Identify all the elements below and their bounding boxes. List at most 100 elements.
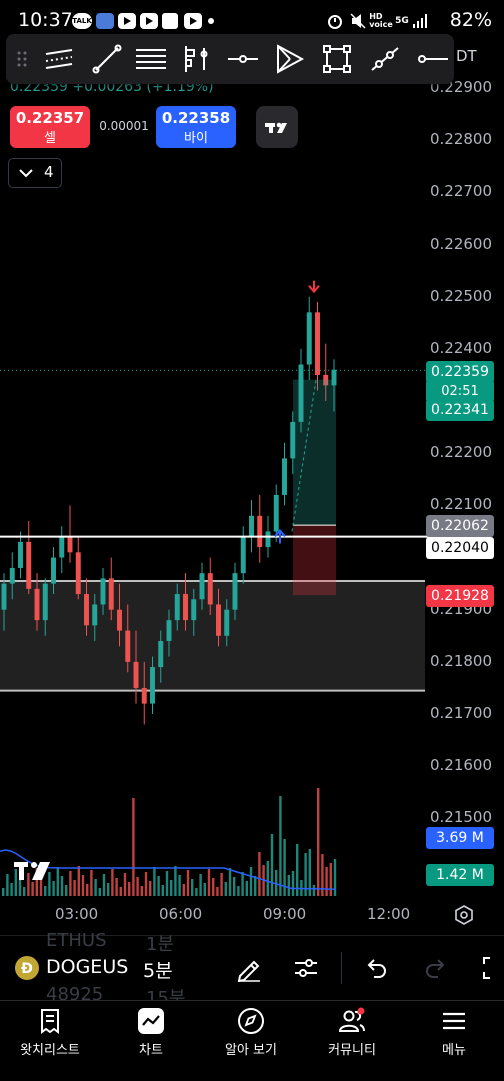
volume-bar [98, 888, 101, 896]
symbol-button[interactable]: DOGEUS [46, 956, 129, 978]
buy-label: 바이 [184, 130, 208, 146]
price-axis-label: 0.21500 [429, 808, 492, 827]
status-time: 10:37 [18, 9, 73, 31]
volume-bar [153, 867, 156, 896]
interval-button[interactable]: 5분 [143, 960, 173, 982]
candle-body [133, 661, 139, 688]
nav-explore[interactable]: 알아 보기 [201, 1001, 301, 1081]
sell-price: 0.22357 [15, 108, 85, 127]
candle-body [298, 364, 304, 422]
undo-icon[interactable] [364, 956, 388, 980]
volume-bar [35, 868, 38, 896]
fib-retracement-tool-icon[interactable] [134, 42, 168, 76]
long-position-tool-icon[interactable] [178, 42, 212, 76]
price-axis-label: 0.21600 [429, 756, 492, 775]
volume-bar [291, 871, 295, 896]
candle-body [174, 594, 180, 621]
volume-bar [296, 844, 299, 896]
horizontal-ray-tool-icon[interactable] [414, 42, 448, 76]
candle-body [216, 604, 221, 636]
rectangle-tool-icon[interactable] [320, 42, 354, 76]
redo-icon[interactable] [424, 956, 448, 980]
ray-tool-icon[interactable] [368, 42, 402, 76]
buy-button[interactable]: 0.22358 바이 [156, 106, 236, 148]
price-axis-label: 0.22500 [429, 286, 492, 305]
candle-body [257, 515, 263, 548]
bottom-navigation: 왓치리스트 차트 알아 보기 커뮤니티 메뉴 [0, 1000, 504, 1081]
candle-body [59, 536, 65, 558]
ghost-symbol: 48925 [46, 984, 104, 1005]
volume-bar [325, 867, 328, 896]
gallery-icon [162, 13, 178, 29]
horizontal-line-tool-icon[interactable] [226, 42, 260, 76]
tradingview-logo-icon [265, 122, 287, 133]
volume-bar [254, 876, 257, 896]
fullscreen-icon[interactable] [480, 954, 504, 982]
candle-body [183, 594, 188, 621]
volume-ma-tag: 3.69 M [426, 827, 494, 849]
price-chart[interactable] [0, 86, 430, 901]
volume-bar [81, 875, 85, 896]
volume-bar [90, 870, 93, 896]
volume-bar [86, 884, 89, 896]
volume-bar [279, 796, 282, 896]
volume-bar [14, 869, 17, 896]
youtube-icon [118, 13, 136, 29]
buy-signal-arrow-icon [274, 528, 286, 544]
volume-bar [111, 869, 114, 896]
volume-bar [6, 874, 9, 896]
volume-bar [283, 839, 286, 896]
volume-bar [304, 853, 307, 896]
nav-community[interactable]: 커뮤니티 [302, 1001, 402, 1081]
nav-watchlist[interactable]: 왓치리스트 [0, 1001, 100, 1081]
network-5g-indicator: 5G [395, 16, 409, 26]
volume-bar [212, 878, 215, 896]
nav-chart[interactable]: 차트 [101, 1001, 201, 1081]
candle-body [306, 312, 312, 365]
candle-body [34, 588, 40, 621]
volume-bar [149, 881, 152, 896]
position-profit-area [293, 379, 336, 526]
price-axis-label: 0.22600 [429, 234, 492, 253]
volume-bar [233, 877, 236, 896]
nav-chart-label: 차트 [139, 1043, 163, 1058]
volume-bar [73, 880, 76, 896]
candle-body [75, 552, 81, 595]
volume-bar [249, 867, 253, 896]
tradingview-watermark-icon [14, 862, 50, 880]
sell-button[interactable]: 0.22357 셀 [10, 106, 90, 148]
candle-body [117, 609, 122, 631]
pitchfork-tool-icon[interactable] [272, 42, 306, 76]
candle-body [273, 494, 279, 532]
community-icon [338, 1007, 365, 1032]
volume-bar [207, 869, 211, 896]
tradingview-logo-button[interactable] [256, 106, 298, 148]
volume-bar [65, 885, 68, 896]
indicator-settings-icon[interactable] [292, 954, 320, 982]
volume-bar [186, 870, 190, 896]
pencil-drawing-icon[interactable] [234, 954, 262, 982]
volume-bar [115, 878, 118, 896]
trend-line-tool-icon[interactable] [90, 42, 124, 76]
volume-bar [195, 888, 198, 896]
kakaotalk-icon: TALK [72, 13, 92, 29]
volume-bar [132, 798, 135, 896]
chart-settings-icon[interactable] [454, 905, 474, 925]
volume-bar [178, 875, 181, 896]
nav-menu[interactable]: 메뉴 [404, 1001, 504, 1081]
alarm-icon [328, 15, 342, 29]
volume-bar [123, 873, 127, 896]
symbol-partial[interactable]: DT [454, 47, 504, 71]
hd-voice-indicator: HD voice [369, 12, 393, 29]
volume-bar [94, 879, 97, 896]
volume-ma-line [0, 849, 337, 890]
volume-bar [10, 883, 13, 896]
volume-bar [275, 870, 278, 896]
watchlist-icon [41, 1009, 59, 1034]
volume-bar [245, 881, 248, 896]
indicators-toggle[interactable]: 4 [8, 158, 62, 188]
volume-bar [140, 886, 143, 896]
drag-handle-icon[interactable] [16, 50, 28, 68]
parallel-channel-tool-icon[interactable] [42, 42, 76, 76]
volume-bar [144, 872, 148, 896]
